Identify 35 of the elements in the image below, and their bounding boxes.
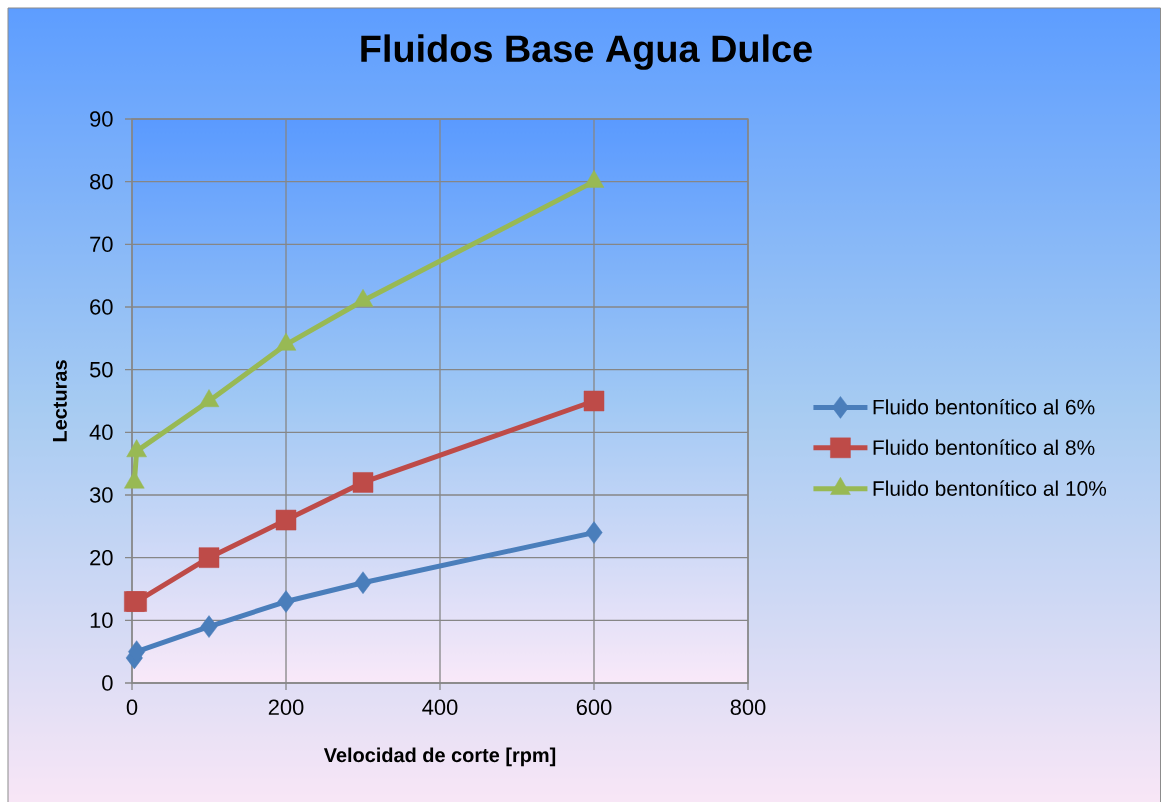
y-tick-label: 0 (102, 675, 113, 691)
x-axis-title: Velocidad de corte [rpm] (323, 747, 556, 767)
y-tick-label: 70 (90, 236, 113, 253)
y-tick-label: 40 (89, 424, 113, 441)
x-tick-label: 600 (576, 699, 612, 716)
point (198, 389, 220, 407)
point (354, 571, 372, 594)
y-axis-title: Lecturas (52, 360, 67, 442)
point (126, 439, 147, 458)
y-tick-label: 50 (89, 361, 113, 378)
point (583, 390, 605, 412)
point (352, 472, 374, 493)
legend-label: Fluido bentonítico al 6% (873, 398, 1095, 415)
x-tick-label: 200 (268, 699, 304, 716)
point (200, 615, 218, 638)
y-tick-label: 60 (90, 299, 113, 315)
point (585, 521, 603, 544)
point (275, 332, 297, 351)
chart-title: Fluidos Base Agua Dulce (361, 34, 812, 70)
x-tick-label: 800 (730, 699, 766, 716)
legend-label: Fluido bentonítico al 10% (873, 480, 1107, 496)
point (277, 590, 295, 613)
point (583, 169, 605, 188)
y-tick-label: 80 (90, 173, 113, 190)
point (198, 547, 220, 568)
point (352, 288, 374, 307)
legend-label: Fluido bentonítico al 8% (873, 439, 1095, 455)
y-tick-label: 30 (89, 487, 113, 503)
x-tick-label: 0 (126, 699, 138, 716)
y-tick-label: 90 (90, 111, 113, 127)
point (124, 470, 145, 489)
point (275, 509, 297, 531)
x-tick-label: 400 (422, 699, 458, 716)
y-tick-label: 10 (90, 612, 113, 629)
y-tick-label: 20 (90, 549, 113, 566)
